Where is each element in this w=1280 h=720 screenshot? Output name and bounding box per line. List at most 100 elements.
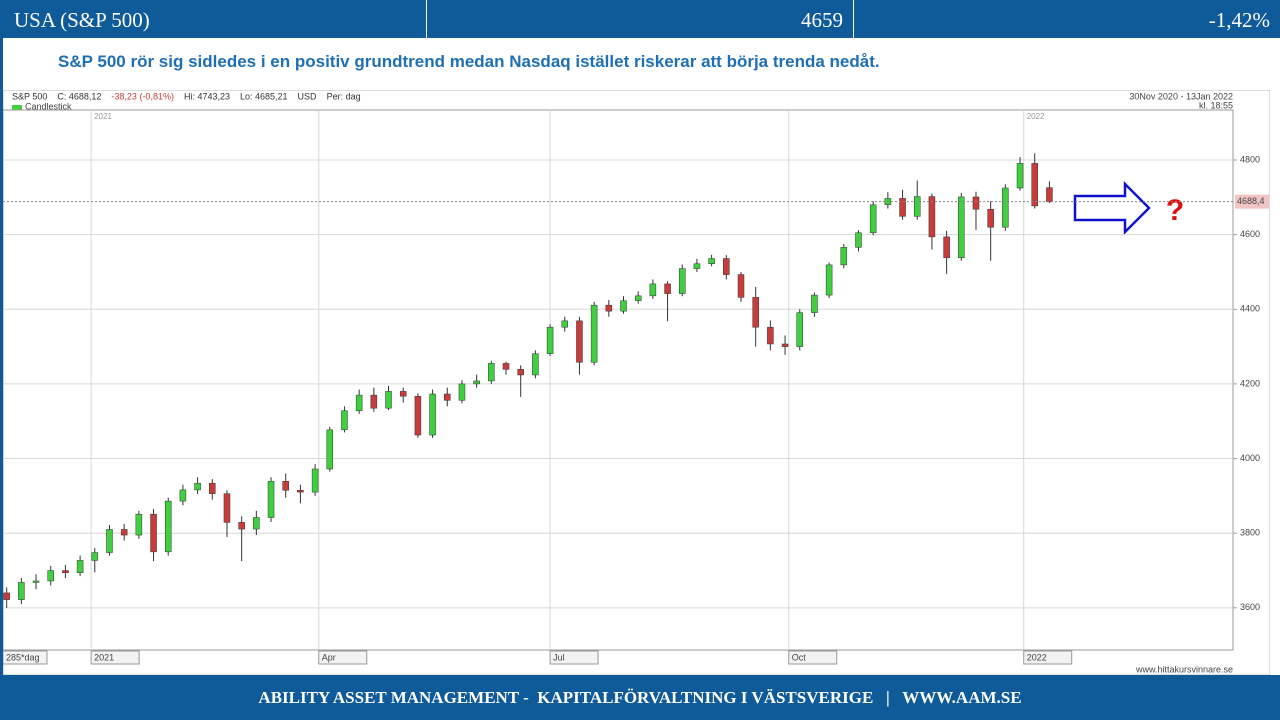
y-tick-label: 4800 bbox=[1240, 154, 1260, 164]
candle-body bbox=[972, 196, 980, 210]
candle-body bbox=[135, 513, 143, 536]
candle-body bbox=[458, 383, 466, 401]
x-tick-box bbox=[549, 650, 599, 665]
candle-body bbox=[3, 592, 10, 600]
period: 30Nov 2020 - 13Jan 2022 bbox=[1129, 91, 1233, 101]
candle-body bbox=[355, 394, 363, 412]
chart: Candlestick 30Nov 2020 - 13Jan 2022 kl. … bbox=[3, 90, 1270, 675]
candle-body bbox=[429, 393, 436, 436]
candle-body bbox=[943, 236, 950, 259]
candle-body bbox=[708, 258, 715, 265]
candle-body bbox=[649, 283, 657, 297]
candle-body bbox=[194, 482, 201, 491]
candle-body bbox=[209, 482, 216, 494]
candle-body bbox=[634, 295, 642, 301]
candle-body bbox=[399, 391, 407, 397]
info-text: C: 4688,12 bbox=[57, 91, 101, 101]
market-title: USA (S&P 500) bbox=[14, 8, 150, 32]
info-text: Hi: 4743,23 bbox=[184, 91, 230, 101]
change: -1,42% bbox=[1208, 8, 1270, 32]
footer: ABILITY ASSET MANAGEMENT - KAPITALFÖRVAL… bbox=[0, 675, 1280, 720]
candle-body bbox=[664, 283, 671, 294]
arrow bbox=[1073, 180, 1151, 236]
x-tick-label: 2021 bbox=[94, 652, 114, 662]
plot-area bbox=[3, 109, 1234, 651]
info-text: USD bbox=[298, 91, 318, 101]
candle-body bbox=[576, 320, 583, 363]
candle-body bbox=[18, 582, 25, 600]
candle-body bbox=[767, 326, 774, 345]
candle-body bbox=[928, 196, 936, 238]
y-tick-label: 3600 bbox=[1240, 602, 1260, 612]
candle-body bbox=[1016, 163, 1024, 189]
candle-body bbox=[869, 204, 877, 234]
candle-body bbox=[1002, 187, 1009, 228]
period-box bbox=[3, 650, 48, 665]
candle-body bbox=[561, 320, 569, 328]
period-label: 285*dag bbox=[6, 652, 40, 662]
candle-body bbox=[444, 393, 451, 401]
candle-body bbox=[223, 493, 231, 523]
candle-body bbox=[840, 247, 848, 266]
candle-body bbox=[370, 394, 378, 409]
x-tick-label: Apr bbox=[322, 652, 336, 662]
x-tick-label: Oct bbox=[792, 652, 807, 662]
x-tick-box bbox=[1023, 650, 1073, 665]
candle-body bbox=[76, 560, 84, 574]
candle-body bbox=[899, 198, 906, 217]
left-bar bbox=[0, 38, 3, 675]
candle-body bbox=[1031, 163, 1038, 207]
separator bbox=[853, 0, 854, 38]
candle-body bbox=[150, 513, 157, 553]
candle-body bbox=[546, 326, 554, 354]
candle-body bbox=[32, 580, 40, 583]
candle-body bbox=[987, 209, 994, 228]
candle-body bbox=[341, 410, 348, 431]
candle-body bbox=[855, 232, 862, 248]
candle-body bbox=[825, 264, 833, 296]
candle-body bbox=[752, 297, 759, 328]
year-marker: 2021 bbox=[94, 112, 112, 121]
y-tick-label: 4000 bbox=[1240, 453, 1260, 463]
candle-body bbox=[297, 490, 304, 493]
candle-body bbox=[106, 529, 113, 553]
x-tick-box bbox=[318, 650, 368, 665]
subtitle: S&P 500 rör sig sidledes i en positiv gr… bbox=[58, 52, 880, 71]
candle-body bbox=[326, 429, 334, 470]
candle-body bbox=[605, 304, 613, 312]
candle-body bbox=[1046, 187, 1053, 203]
source: www.hittakursvinnare.se bbox=[1135, 664, 1233, 674]
candle-body bbox=[385, 391, 392, 409]
y-tick-label: 3800 bbox=[1240, 528, 1260, 538]
candle-body bbox=[282, 481, 289, 491]
candle-body bbox=[253, 517, 260, 530]
x-tick-box bbox=[788, 650, 838, 665]
candle-body bbox=[267, 481, 275, 518]
info-text: -38,23 (-0,81%) bbox=[111, 91, 174, 101]
info-text: Lo: 4685,21 bbox=[240, 91, 288, 101]
candle-body bbox=[414, 395, 422, 436]
last-price-label: 4688,4 bbox=[1237, 196, 1265, 206]
candle-body bbox=[488, 363, 495, 382]
candle-body bbox=[590, 304, 598, 363]
candle-body bbox=[473, 380, 480, 385]
candle-body bbox=[311, 468, 319, 493]
candle-body bbox=[120, 529, 128, 536]
y-tick-label: 4600 bbox=[1240, 229, 1260, 239]
candle-body bbox=[532, 353, 539, 376]
legend-label: Candlestick bbox=[25, 101, 72, 111]
chart-frame bbox=[3, 90, 1270, 675]
candle-body bbox=[811, 294, 818, 313]
candle-body bbox=[693, 263, 701, 269]
time: kl. 18:55 bbox=[1199, 100, 1233, 110]
y-tick-label: 4400 bbox=[1240, 304, 1260, 314]
candle-body bbox=[517, 369, 524, 376]
info-text: Per: dag bbox=[327, 91, 361, 101]
x-tick-label: Jul bbox=[553, 652, 565, 662]
candle-body bbox=[164, 500, 172, 553]
candle-body bbox=[679, 268, 686, 294]
candle-body bbox=[62, 570, 69, 574]
candle-body bbox=[723, 258, 730, 275]
candle-body bbox=[179, 489, 187, 502]
